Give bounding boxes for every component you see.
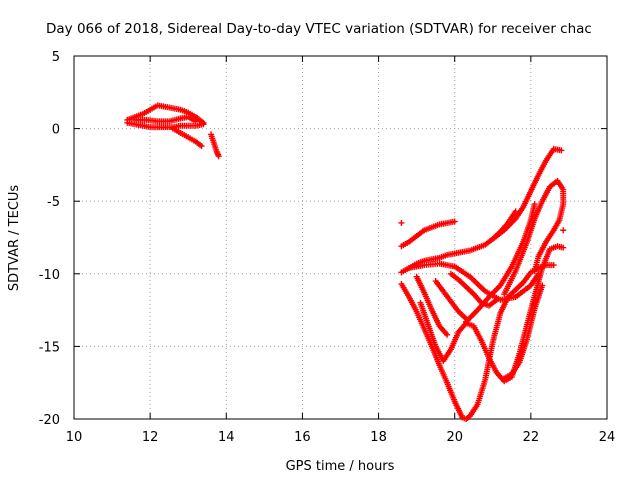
data-point <box>198 143 205 150</box>
data-point <box>531 267 538 274</box>
data-point <box>560 244 567 251</box>
y-tick-label: 0 <box>52 123 60 138</box>
data-point <box>192 118 199 125</box>
data-point <box>200 121 207 128</box>
data-point <box>560 227 567 234</box>
x-tick-label: 12 <box>142 430 159 445</box>
series-arc-k <box>413 273 451 338</box>
series-arc-f <box>398 219 405 226</box>
x-tick-label: 10 <box>66 430 83 445</box>
x-tick-label: 16 <box>294 430 311 445</box>
data-point <box>531 201 538 208</box>
series-arc-q <box>501 177 567 298</box>
y-tick-label: -5 <box>47 195 60 210</box>
x-tick-label: 14 <box>218 430 235 445</box>
x-tick-label: 24 <box>599 430 616 445</box>
x-tick-label: 18 <box>370 430 387 445</box>
series-arc-b <box>124 119 207 131</box>
data-point <box>558 147 565 154</box>
y-tick-label: -20 <box>39 413 60 428</box>
y-tick-label: -10 <box>39 268 60 283</box>
series-arc-o <box>463 201 538 325</box>
series-arc-c <box>131 113 199 125</box>
chart-title: Day 066 of 2018, Sidereal Day-to-day VTE… <box>46 21 592 37</box>
x-tick-label: 20 <box>446 430 463 445</box>
series-arc-e <box>208 131 222 160</box>
y-axis-label: SDTVAR / TECUs <box>7 185 22 292</box>
data-point <box>535 270 542 277</box>
x-tick-label: 22 <box>523 430 540 445</box>
x-axis-label: GPS time / hours <box>286 459 395 474</box>
series-arc-m <box>447 270 500 309</box>
data-points <box>124 102 567 422</box>
y-tick-label: 5 <box>52 50 60 65</box>
series-arc-r <box>560 227 567 234</box>
data-point <box>444 331 451 338</box>
data-point <box>539 282 546 289</box>
axis-ticks: 10 12 14 16 18 20 22 24 5 0 -5 -10 -15 -20 <box>39 50 616 445</box>
series-arc-p <box>489 145 565 242</box>
series-arc-g <box>398 218 458 250</box>
data-point <box>398 219 405 226</box>
data-point <box>550 262 557 269</box>
data-point <box>215 153 222 160</box>
series-arc-s <box>501 282 546 382</box>
plot-frame <box>73 55 608 420</box>
data-point <box>493 296 500 303</box>
data-point <box>451 218 458 225</box>
series-arc-n <box>432 278 470 322</box>
y-tick-label: -15 <box>39 340 60 355</box>
series-arc-d <box>169 125 205 150</box>
